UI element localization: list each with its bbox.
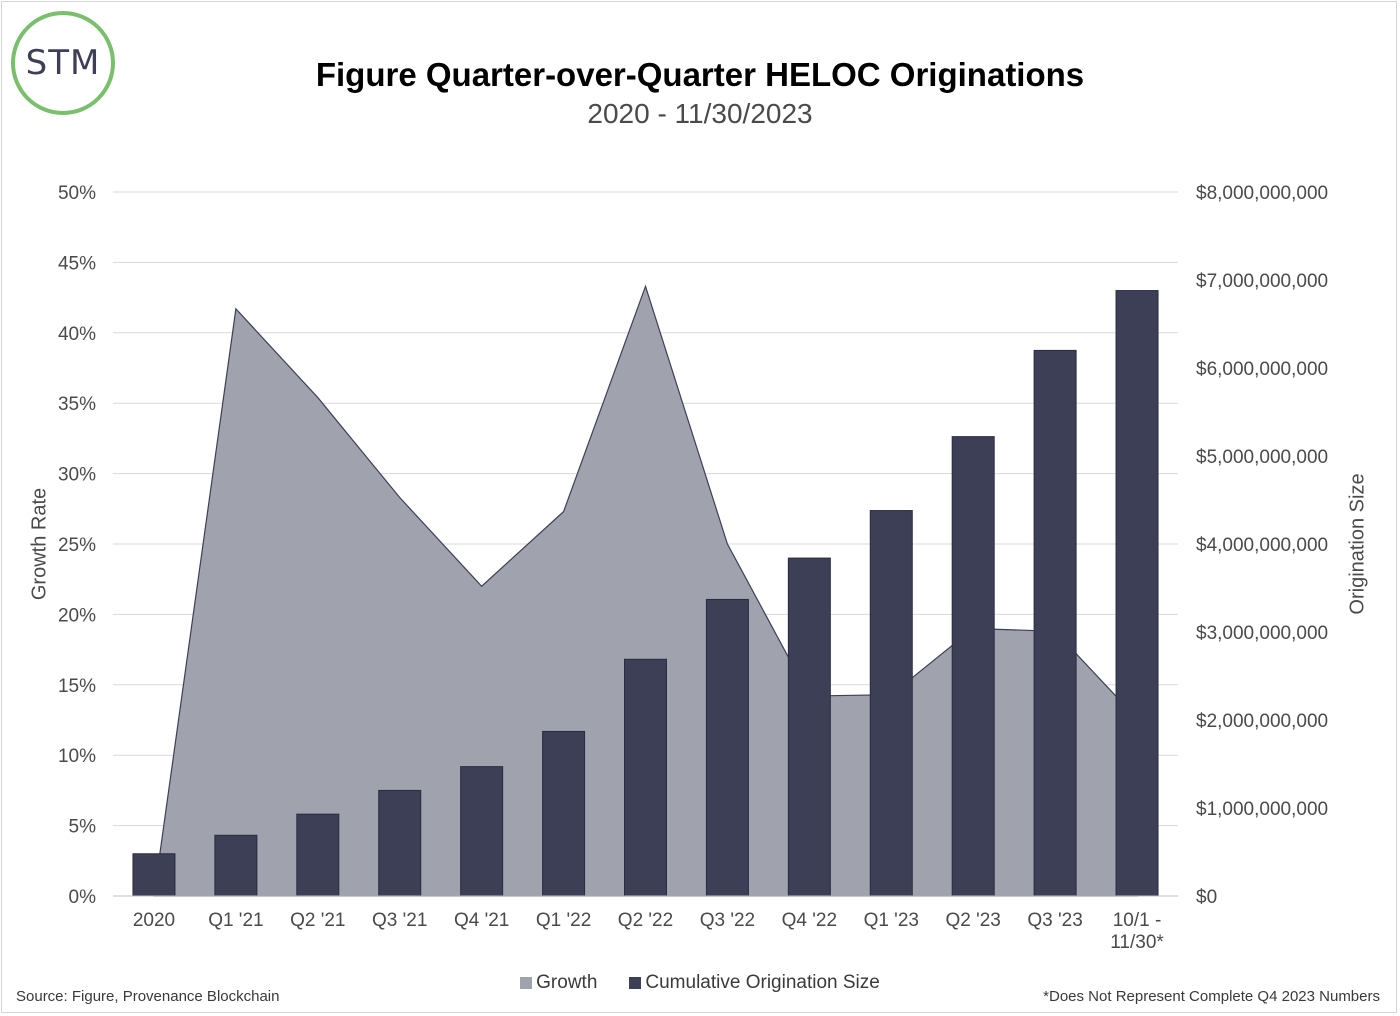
y-left-tick-label: 25% <box>58 535 96 556</box>
y-axis-right-title: Origination Size <box>1346 473 1369 615</box>
y-left-tick-label: 45% <box>58 253 96 274</box>
legend-item-growth: Growth <box>520 972 597 994</box>
x-tick-label: Q4 '22 <box>782 910 837 931</box>
x-tick-label: Q3 '22 <box>700 910 755 931</box>
legend-item-cumulative: Cumulative Origination Size <box>629 972 880 994</box>
x-tick-label: Q3 '23 <box>1027 910 1082 931</box>
x-tick-label: Q1 '22 <box>536 910 591 931</box>
y-left-tick-label: 15% <box>58 676 96 697</box>
y-left-tick-label: 5% <box>69 817 97 838</box>
origination-bar <box>378 789 422 897</box>
chart-legend: Growth Cumulative Origination Size <box>0 972 1400 994</box>
origination-bar <box>460 766 504 897</box>
origination-bar <box>1033 349 1077 897</box>
y-left-tick-label: 30% <box>58 465 96 486</box>
y-axis-left-title: Growth Rate <box>28 487 51 601</box>
legend-label-growth: Growth <box>536 972 598 993</box>
stm-logo: STM <box>11 11 115 115</box>
footnote: *Does Not Represent Complete Q4 2023 Num… <box>1043 988 1380 1005</box>
y-left-tick-label: 50% <box>58 183 96 204</box>
y-right-tick-label: $3,000,000,000 <box>1196 623 1328 644</box>
x-tick-label: 2020 <box>133 910 175 931</box>
y-right-tick-label: $5,000,000,000 <box>1196 447 1328 468</box>
origination-bar <box>1115 290 1159 897</box>
chart-subtitle: 2020 - 11/30/2023 <box>587 98 813 129</box>
x-tick-label: Q1 '23 <box>864 910 919 931</box>
y-right-tick-label: $0 <box>1196 887 1217 908</box>
origination-bar <box>132 853 176 897</box>
x-tick-label: Q4 '21 <box>454 910 509 931</box>
y-left-tick-label: 40% <box>58 324 96 345</box>
origination-bar <box>705 598 749 897</box>
origination-bar <box>869 510 913 897</box>
legend-label-cumulative: Cumulative Origination Size <box>645 972 880 993</box>
y-left-tick-label: 10% <box>58 746 96 767</box>
y-right-tick-label: $7,000,000,000 <box>1196 271 1328 292</box>
y-right-tick-label: $1,000,000,000 <box>1196 799 1328 820</box>
x-tick-label: Q2 '21 <box>290 910 345 931</box>
origination-bar <box>787 557 831 897</box>
y-right-tick-label: $2,000,000,000 <box>1196 711 1328 732</box>
chart-title: Figure Quarter-over-Quarter HELOC Origin… <box>315 56 1085 93</box>
y-right-tick-label: $6,000,000,000 <box>1196 359 1328 380</box>
y-left-tick-label: 0% <box>69 887 97 908</box>
y-left-tick-label: 20% <box>58 605 96 626</box>
source-note: Source: Figure, Provenance Blockchain <box>16 988 280 1005</box>
origination-bar <box>624 658 667 897</box>
y-right-tick-label: $8,000,000,000 <box>1196 183 1328 204</box>
origination-bar <box>542 730 586 897</box>
y-left-tick-label: 35% <box>58 394 96 415</box>
x-tick-label: Q2 '23 <box>945 910 1000 931</box>
origination-bar <box>214 834 258 897</box>
y-right-tick-label: $4,000,000,000 <box>1196 535 1328 556</box>
x-tick-label: Q2 '22 <box>618 910 673 931</box>
origination-bar <box>951 436 995 897</box>
logo-text: STM <box>25 43 101 83</box>
legend-swatch-growth <box>520 977 533 989</box>
x-tick-label: Q3 '21 <box>372 910 427 931</box>
origination-bar <box>296 813 340 897</box>
x-tick-label: Q1 '21 <box>208 910 263 931</box>
x-tick-label: 10/1 -11/30* <box>1110 910 1164 953</box>
legend-swatch-cumulative <box>629 977 642 989</box>
